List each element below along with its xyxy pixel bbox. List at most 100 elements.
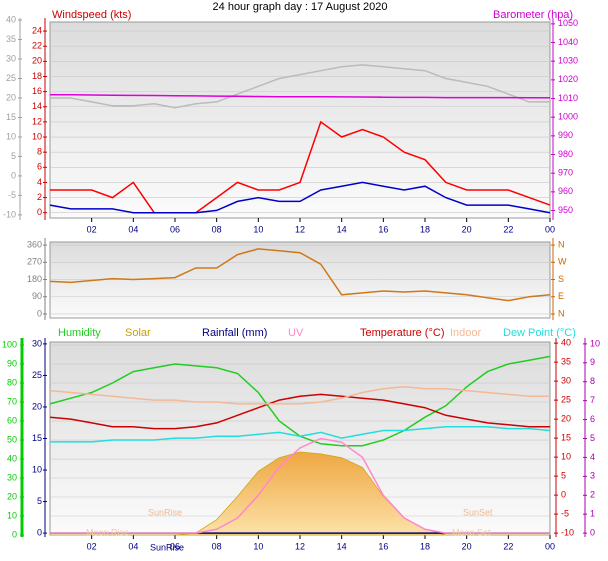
line xyxy=(50,94,550,99)
x-tick-label: 04 xyxy=(128,541,138,551)
y-tick-label: 1020 xyxy=(558,74,578,84)
y-tick-label: 0 xyxy=(561,489,566,499)
y-tick-label: 0 xyxy=(11,170,16,180)
y-tick-label: 950 xyxy=(558,205,573,215)
line xyxy=(49,248,551,302)
annotation: SunRise xyxy=(150,542,184,552)
x-tick-label: 20 xyxy=(462,541,472,551)
y-tick-label: 1010 xyxy=(558,93,578,103)
y-tick-label: 25 xyxy=(561,395,571,405)
y-tick-label: 10 xyxy=(32,464,42,474)
y-tick-label: 30 xyxy=(561,376,571,386)
line xyxy=(49,181,551,214)
y-tick-label: 1000 xyxy=(558,112,578,122)
plot-background xyxy=(49,21,551,219)
y-tick-label: 1030 xyxy=(558,56,578,66)
legend-label: UV xyxy=(288,327,304,339)
annotation: Moon Rise xyxy=(86,527,129,537)
x-tick-label: 12 xyxy=(295,224,305,234)
y-tick-label: -5 xyxy=(8,190,16,200)
x-tick-label: 16 xyxy=(378,541,388,551)
y-axis-label: Windspeed (kts) xyxy=(52,9,131,21)
y-tick-label: 4 xyxy=(37,177,42,187)
legend-label: Rainfall (mm) xyxy=(202,327,267,339)
y-tick-label: 8 xyxy=(590,376,595,386)
y-tick-label: 2 xyxy=(37,192,42,202)
y-tick-label: 1050 xyxy=(558,18,578,28)
y-tick-label: 0 xyxy=(37,527,42,537)
x-tick-label: 00 xyxy=(545,541,555,551)
x-tick-label: 14 xyxy=(337,224,347,234)
y-tick-label: 10 xyxy=(32,131,42,141)
y-tick-label: 16 xyxy=(32,86,42,96)
y-tick-label: 30 xyxy=(6,53,16,63)
line xyxy=(50,425,551,443)
line xyxy=(50,64,550,109)
area xyxy=(50,451,550,536)
x-tick-label: 02 xyxy=(87,224,97,234)
chart-title: 24 hour graph day : 17 August 2020 xyxy=(213,1,388,13)
y-tick-label: 4 xyxy=(590,452,595,462)
y-tick-label: 6 xyxy=(590,414,595,424)
y-tick-label: 8 xyxy=(37,147,42,157)
y-tick-label: 0 xyxy=(37,308,42,318)
y-tick-label: 40 xyxy=(6,14,16,24)
x-tick-label: 22 xyxy=(503,541,513,551)
legend-label: Temperature (°C) xyxy=(360,327,444,339)
y-tick-label: 0 xyxy=(12,529,17,539)
x-tick-label: 12 xyxy=(295,541,305,551)
y-tick-label: 12 xyxy=(32,116,42,126)
y-tick-label: 50 xyxy=(7,434,17,444)
y-tick-label: 10 xyxy=(590,338,600,348)
y-tick-label: 20 xyxy=(32,401,42,411)
annotation: SunRise xyxy=(148,507,182,517)
x-tick-label: 10 xyxy=(253,541,263,551)
y-tick-label: 15 xyxy=(561,432,571,442)
line xyxy=(50,437,550,534)
y-tick-label: -5 xyxy=(561,508,569,518)
y-tick-label: N xyxy=(558,308,565,318)
y-tick-label: 5 xyxy=(11,151,16,161)
y-tick-label: 6 xyxy=(37,162,42,172)
y-tick-label: 180 xyxy=(27,274,42,284)
x-tick-label: 16 xyxy=(378,224,388,234)
y-tick-label: 24 xyxy=(32,25,42,35)
legend-label: Dew Point (°C) xyxy=(503,327,576,339)
y-tick-label: 100 xyxy=(2,339,17,349)
y-tick-label: 1 xyxy=(590,509,595,519)
x-tick-label: 06 xyxy=(170,541,180,551)
y-tick-label: 0 xyxy=(37,207,42,217)
x-tick-label: 06 xyxy=(170,224,180,234)
annotation: SunSet xyxy=(463,507,493,517)
x-tick-label: 02 xyxy=(87,541,97,551)
legend-label: Indoor xyxy=(450,327,482,339)
y-tick-label: 5 xyxy=(37,496,42,506)
y-tick-label: S xyxy=(558,274,564,284)
y2-axis-label: Barometer (hpa) xyxy=(493,9,573,21)
y-tick-label: 60 xyxy=(7,415,17,425)
y-tick-label: 15 xyxy=(6,112,16,122)
y-tick-label: 90 xyxy=(7,358,17,368)
y-tick-label: 35 xyxy=(561,357,571,367)
y-tick-label: 0 xyxy=(590,527,595,537)
x-tick-label: 20 xyxy=(462,224,472,234)
y-tick-label: 10 xyxy=(7,510,17,520)
y-tick-label: -10 xyxy=(3,209,16,219)
y-tick-label: 15 xyxy=(32,433,42,443)
panels: 024681012141618202224-10-505101520253035… xyxy=(2,14,600,551)
x-tick-label: 18 xyxy=(420,541,430,551)
y-tick-label: 25 xyxy=(6,73,16,83)
y-tick-label: 80 xyxy=(7,377,17,387)
line xyxy=(50,120,551,214)
x-tick-label: 22 xyxy=(503,224,513,234)
x-tick-label: 04 xyxy=(128,224,138,234)
y-tick-label: 40 xyxy=(7,453,17,463)
y-tick-label: 30 xyxy=(32,338,42,348)
y-tick-label: 22 xyxy=(32,41,42,51)
y-tick-label: 20 xyxy=(7,491,17,501)
y-tick-label: E xyxy=(558,291,564,301)
y-tick-label: 20 xyxy=(32,56,42,66)
line xyxy=(49,393,550,430)
